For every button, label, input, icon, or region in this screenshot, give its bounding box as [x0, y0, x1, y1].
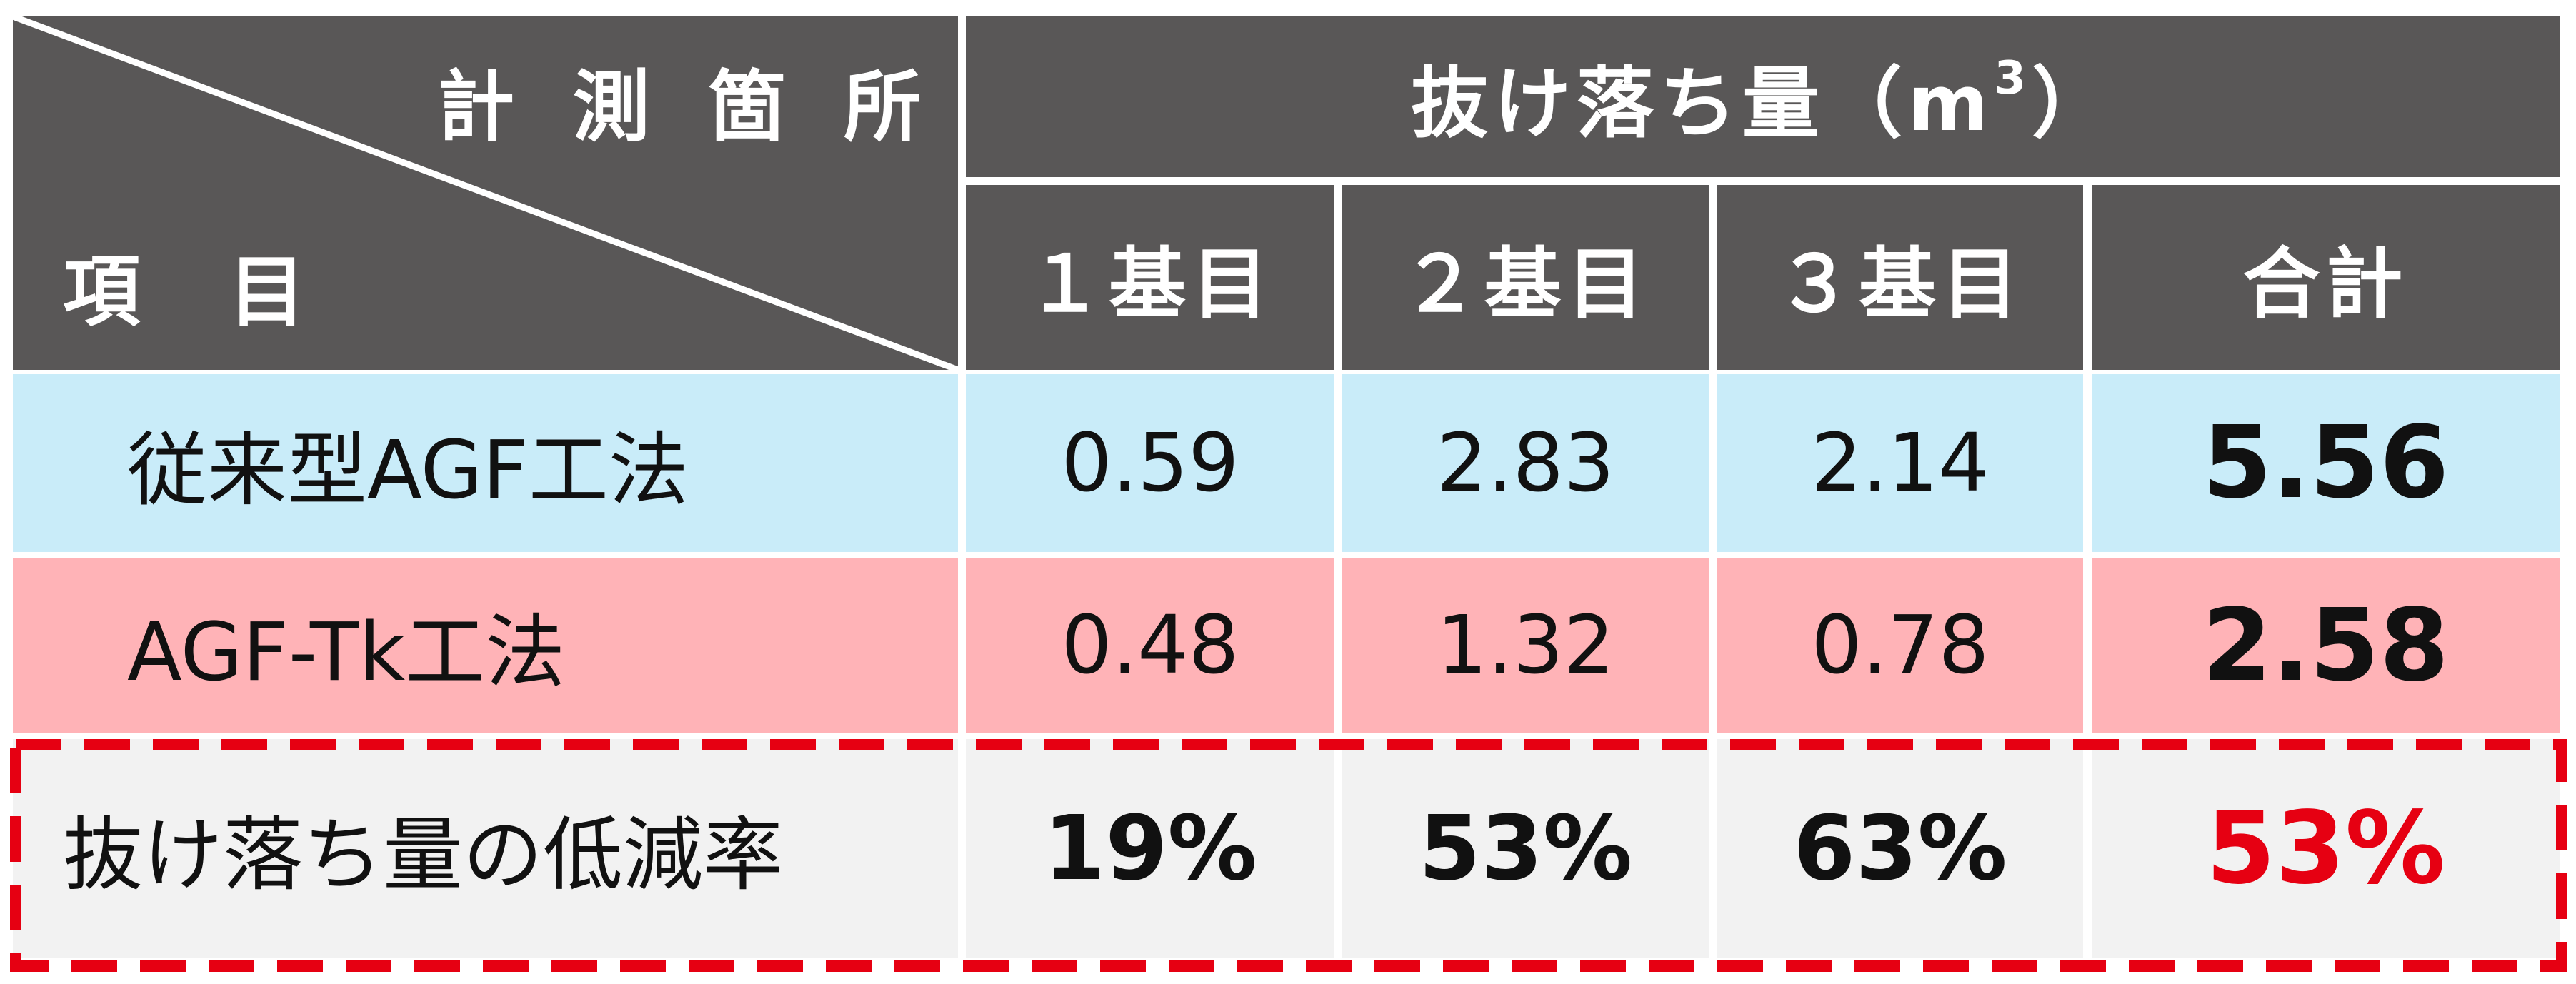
column-header: ３基目: [1717, 185, 2083, 370]
value-cell: 2.58: [2092, 558, 2560, 733]
item-label: 項 目: [63, 248, 312, 337]
value: 0.59: [1061, 416, 1239, 510]
group-title: 抜け落ち量（m: [1410, 59, 1995, 149]
value: 5.56: [2202, 405, 2450, 521]
column-header: 合計: [2092, 185, 2560, 370]
diagonal: [11, 13, 959, 373]
value-cell: 1.32: [1342, 558, 1709, 733]
value-cell: 63%: [1717, 739, 2083, 958]
column-header-text: ３基目: [1775, 239, 2025, 329]
value-cell: 19%: [966, 739, 1334, 958]
row-label: 抜け落ち量の低減率: [63, 809, 783, 902]
column-header-text: 合計: [2242, 239, 2409, 329]
highlight-border: [10, 739, 2567, 972]
row-label: 従来型AGF工法: [127, 423, 689, 517]
group-header: 抜け落ち量（m 3）: [966, 16, 2560, 177]
value: 0.78: [1811, 599, 1990, 692]
value: 2.58: [2202, 587, 2450, 704]
row-label-cell: AGF-Tk工法: [13, 558, 958, 733]
column-header-text: ２基目: [1401, 239, 1650, 329]
value-cell: 5.56: [2092, 374, 2560, 552]
value-cell: 53%: [1342, 739, 1709, 958]
value: 2.83: [1436, 416, 1615, 510]
value: 1.32: [1436, 599, 1615, 692]
value-cell: 53%: [2092, 739, 2560, 958]
value-cell: 2.83: [1342, 374, 1709, 552]
measure-location-label: 計 測 箇 所: [437, 63, 937, 152]
group-title-end: ）: [2032, 59, 2115, 149]
group-title-sup: 3: [1994, 52, 2032, 105]
value-cell: 0.78: [1717, 558, 2083, 733]
column-header: ２基目: [1342, 185, 1709, 370]
value: 53%: [2205, 790, 2446, 907]
value: 2.14: [1811, 416, 1990, 510]
row-label-cell: 抜け落ち量の低減率: [13, 739, 958, 958]
column-header-text: １基目: [1025, 239, 1274, 329]
value: 19%: [1043, 796, 1257, 900]
value-cell: 2.14: [1717, 374, 2083, 552]
row-label: AGF-Tk工法: [127, 606, 566, 699]
value: 0.48: [1061, 599, 1239, 692]
value-cell: 0.48: [966, 558, 1334, 733]
value: 63%: [1793, 796, 2007, 900]
value-cell: 0.59: [966, 374, 1334, 552]
value: 53%: [1418, 796, 1633, 900]
row-label-cell: 従来型AGF工法: [13, 374, 958, 552]
header-corner: 計 測 箇 所項 目: [13, 16, 958, 370]
column-header: １基目: [966, 185, 1334, 370]
